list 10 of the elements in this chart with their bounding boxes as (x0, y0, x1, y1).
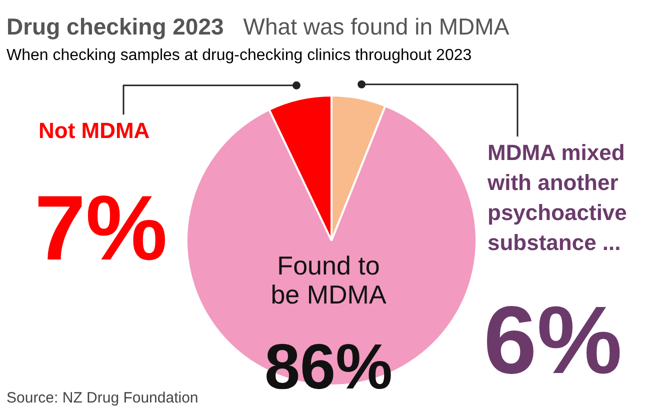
chart-subtitle: What was found in MDMA (243, 14, 510, 40)
source-note: Source: NZ Drug Foundation (6, 390, 198, 406)
text: When checking samples at drug-checking clinics throughout 2023 (6, 47, 472, 64)
slice-label: MDMA mixed with another psychoactive substance ... (486, 140, 627, 255)
slice-label: Not MDMA (38, 118, 150, 143)
data-label: 6% (484, 287, 622, 394)
data-label: 86% (264, 330, 393, 402)
chart-title: Drug checking 2023 (6, 14, 224, 40)
slice-label: Found to be MDMA (270, 250, 387, 310)
data-label: 7% (34, 178, 168, 280)
